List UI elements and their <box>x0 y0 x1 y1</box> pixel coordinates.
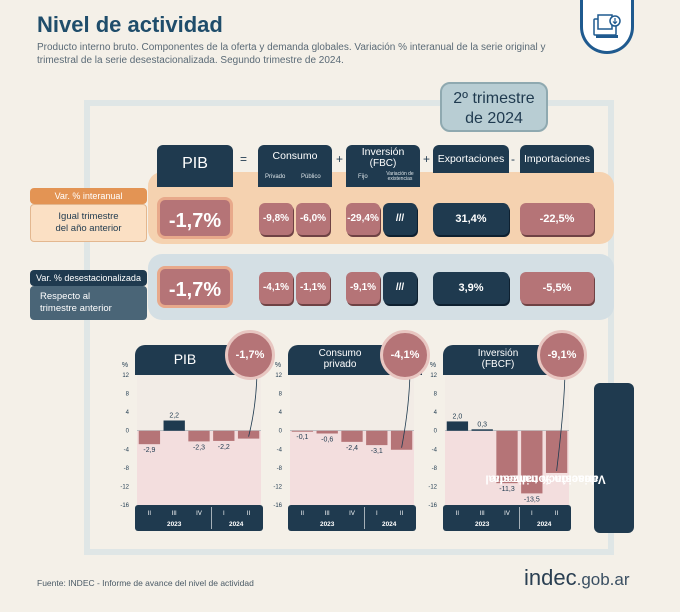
vertical-label-2: desestacionalizada <box>493 472 598 485</box>
minus-sign: - <box>511 152 515 166</box>
inversion-header: Inversión (FBC) Fijo Variación de existe… <box>346 145 420 187</box>
plus-sign-1: + <box>336 152 344 166</box>
inversion-var-label-2: existencias <box>387 176 413 182</box>
exportaciones-label: Exportaciones <box>437 153 505 165</box>
interanual-pib-value: -1,7% <box>157 197 233 239</box>
interanual-desc: Igual trimestre del año anterior <box>30 204 147 242</box>
desest-exportaciones-value: 3,9% <box>433 272 509 304</box>
consumo-header: Consumo Privado Público <box>258 145 332 187</box>
document-icon <box>593 13 621 38</box>
inversion-var-label: Variación de existencias <box>382 172 418 182</box>
importaciones-header: Importaciones <box>520 145 594 173</box>
quarter-box: 2º trimestre de 2024 <box>440 82 548 132</box>
interanual-importaciones-value: -22,5% <box>520 203 594 235</box>
brand-main: indec <box>524 565 577 590</box>
importaciones-label: Importaciones <box>524 153 590 165</box>
desest-pib-value: -1,7% <box>157 266 233 308</box>
quarter-line-2: de 2024 <box>465 110 523 127</box>
consumo-publico-label: Público <box>301 174 321 180</box>
interanual-privado-value: -9,8% <box>259 203 293 235</box>
quarter-line-1: 2º trimestre <box>453 90 535 107</box>
inversion-label-2: (FBC) <box>369 158 397 169</box>
inversion-label-1: Inversión <box>361 146 405 158</box>
interanual-fijo-value: -29,4% <box>346 203 380 235</box>
desest-privado-value: -4,1% <box>259 272 293 304</box>
exportaciones-header: Exportaciones <box>433 145 509 173</box>
chart-inversion-title-2: (FBCF) <box>481 359 515 370</box>
vertical-label: Variación % trimestral desestacionalizad… <box>485 383 634 533</box>
pib-header-label: PIB <box>182 155 208 172</box>
interanual-tag: Var. % interanual <box>30 188 147 204</box>
interanual-desc-1: Igual trimestre <box>58 211 119 222</box>
interanual-exportaciones-value: 31,4% <box>433 203 509 235</box>
interanual-desc-2: del año anterior <box>55 223 122 234</box>
consumo-privado-label: Privado <box>265 174 286 180</box>
desest-publico-value: -1,1% <box>296 272 330 304</box>
page-title: Nivel de actividad <box>37 12 223 37</box>
interanual-publico-value: -6,0% <box>296 203 330 235</box>
inversion-var-label-1: Variación de <box>386 171 414 177</box>
chart-inversion-bubble: -9,1% <box>537 330 587 380</box>
chart-inversion-title-1: Inversión <box>477 348 519 359</box>
chart-consumo-bubble: -4,1% <box>380 330 430 380</box>
desest-desc-2: trimestre anterior <box>40 303 112 314</box>
chart-pib-title: PIB <box>173 351 197 367</box>
desest-fijo-value: -9,1% <box>346 272 380 304</box>
desest-existencias-value: /// <box>383 272 417 304</box>
indec-badge <box>580 0 634 54</box>
desest-tag: Var. % desestacionalizada <box>30 270 147 286</box>
footer-source: Fuente: INDEC - Informe de avance del ni… <box>37 578 254 588</box>
desest-desc-1: Respecto al <box>40 291 91 302</box>
interanual-existencias-value: /// <box>383 203 417 235</box>
chart-consumo-title-2: privado <box>323 359 357 370</box>
chart-consumo-title-1: Consumo <box>318 348 362 359</box>
equals-sign: = <box>240 152 248 166</box>
inversion-fijo-label: Fijo <box>358 174 368 180</box>
plus-sign-2: + <box>423 152 431 166</box>
page-subtitle: Producto interno bruto. Componentes de l… <box>37 42 546 66</box>
consumo-label: Consumo <box>272 150 318 162</box>
brand-logo[interactable]: indec.gob.ar <box>524 565 630 591</box>
desest-importaciones-value: -5,5% <box>520 272 594 304</box>
pib-header: PIB <box>157 145 233 187</box>
brand-tld: .gob.ar <box>576 570 630 589</box>
desest-desc: Respecto al trimestre anterior <box>30 286 147 320</box>
chart-pib-bubble: -1,7% <box>225 330 275 380</box>
